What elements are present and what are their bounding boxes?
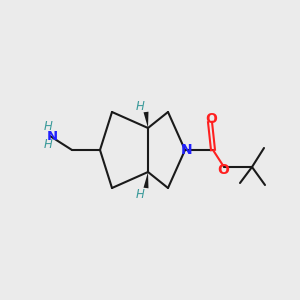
- Text: N: N: [181, 143, 193, 157]
- Polygon shape: [143, 172, 148, 188]
- Text: O: O: [205, 112, 217, 126]
- Polygon shape: [143, 112, 148, 128]
- Text: H: H: [136, 188, 144, 200]
- Text: O: O: [217, 163, 229, 177]
- Text: H: H: [44, 139, 52, 152]
- Text: H: H: [44, 121, 52, 134]
- Text: N: N: [46, 130, 58, 143]
- Text: H: H: [136, 100, 144, 112]
